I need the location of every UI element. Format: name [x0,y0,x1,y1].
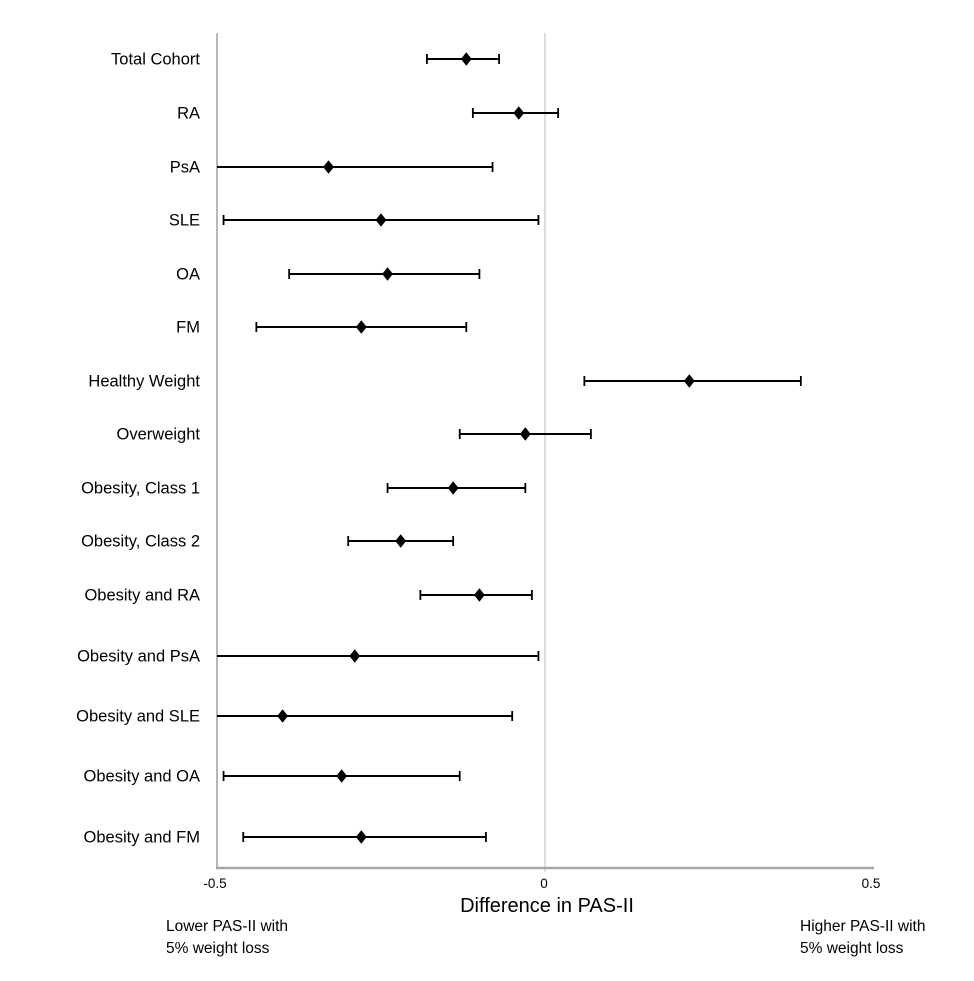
point-estimate-diamond [519,427,531,441]
x-tick-label-pos05: 0.5 [862,876,881,891]
row-label-obesity-and-oa: Obesity and OA [84,768,200,786]
forest-row-obesity-and-sle: Obesity and SLE [76,708,514,726]
row-label-obesity-and-fm: Obesity and FM [84,829,200,847]
caption-lower-pasii-line2: 5% weight loss [166,940,270,957]
forest-row-ra: RA [177,105,560,123]
row-label-obesity-and-psa: Obesity and PsA [77,648,200,666]
point-estimate-diamond [683,374,695,388]
row-label-obesity-class-2: Obesity, Class 2 [81,533,200,551]
point-estimate-diamond [355,320,367,334]
row-label-oa: OA [176,266,200,284]
forest-row-obesity-and-oa: Obesity and OA [84,768,461,786]
x-axis-title: Difference in PAS-II [460,895,634,917]
forest-row-overweight: Overweight [117,426,592,444]
point-estimate-diamond [460,52,472,66]
row-label-overweight: Overweight [117,426,201,444]
caption-lower-pasii-line1: Lower PAS-II with [166,918,288,935]
point-estimate-diamond [355,830,367,844]
point-estimate-diamond [395,534,407,548]
forest-rows: Total Cohort RA PsA SLE OA FM Healthy Weight Ov… [76,51,802,847]
forest-row-healthy-weight: Healthy Weight [88,373,802,391]
point-estimate-diamond [513,106,525,120]
row-label-total-cohort: Total Cohort [111,51,200,69]
row-label-ra: RA [177,105,200,123]
point-estimate-diamond [349,649,361,663]
forest-row-obesity-class-1: Obesity, Class 1 [81,480,527,498]
row-label-healthy-weight: Healthy Weight [88,373,200,391]
point-estimate-diamond [474,588,485,602]
point-estimate-diamond [375,213,387,227]
row-label-psa: PsA [170,159,200,177]
point-estimate-diamond [323,160,334,174]
row-label-sle: SLE [169,212,200,230]
x-tick-label-zero: 0 [540,876,548,891]
forest-row-obesity-and-psa: Obesity and PsA [77,648,540,666]
forest-row-fm: FM [176,319,468,337]
point-estimate-diamond [382,267,393,281]
x-tick-label-neg05: -0.5 [203,876,226,891]
forest-row-obesity-and-ra: Obesity and RA [84,587,533,605]
forest-row-sle: SLE [169,212,540,230]
forest-row-obesity-class-2: Obesity, Class 2 [81,533,455,551]
caption-higher-pasii-line2: 5% weight loss [800,940,904,957]
point-estimate-diamond [336,769,348,783]
caption-higher-pasii-line1: Higher PAS-II with [800,918,925,935]
point-estimate-diamond [447,481,459,495]
row-label-obesity-and-ra: Obesity and RA [84,587,200,605]
row-label-obesity-and-sle: Obesity and SLE [76,708,200,726]
row-label-fm: FM [176,319,200,337]
row-label-obesity-class-1: Obesity, Class 1 [81,480,200,498]
point-estimate-diamond [277,709,288,723]
forest-row-total-cohort: Total Cohort [111,51,500,69]
forest-row-psa: PsA [170,159,494,177]
forest-row-obesity-and-fm: Obesity and FM [84,829,487,847]
forest-row-oa: OA [176,266,481,284]
